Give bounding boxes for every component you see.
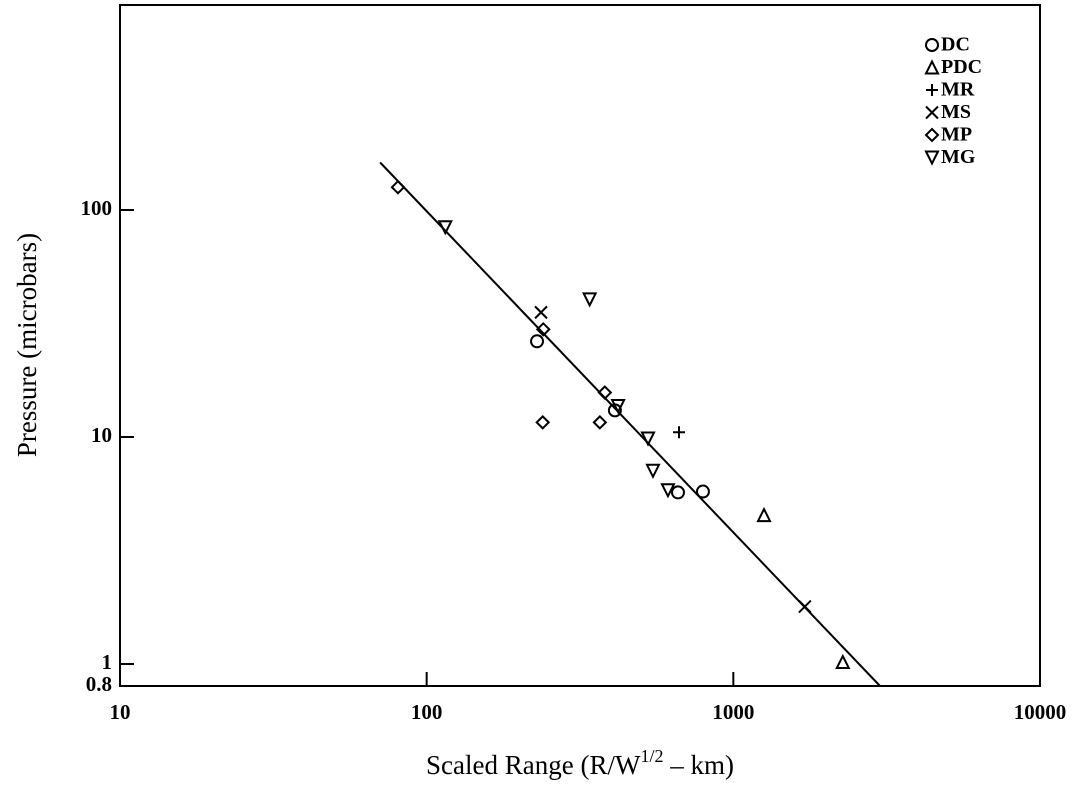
y-axis-label: Pressure (microbars) [12, 233, 42, 457]
x-tick-label: 1000 [712, 700, 754, 724]
legend-label: PDC [941, 56, 982, 78]
x-tick-label: 100 [411, 700, 443, 724]
legend-label: DC [941, 34, 970, 56]
data-point [798, 599, 812, 614]
data-point [582, 292, 598, 308]
y-tick-label: 10 [91, 423, 112, 447]
data-point [610, 398, 626, 415]
data-point [437, 220, 453, 236]
legend-marker [924, 150, 940, 166]
fit-line [379, 161, 881, 687]
x-axis-label-sup: 1/2 [640, 746, 663, 766]
x-tick-label: 10 [110, 700, 131, 724]
data-point [535, 414, 551, 430]
legend-marker [924, 127, 940, 143]
y-tick-label: 0.8 [86, 672, 112, 696]
legend-label: MS [941, 101, 971, 123]
data-point [756, 506, 772, 523]
data-point [597, 385, 613, 400]
data-point [592, 414, 608, 430]
data-point [534, 305, 548, 320]
x-axis-label: Scaled Range (R/W1/2 – km) [426, 746, 734, 780]
x-axis-label-text: Scaled Range (R/W [426, 750, 641, 780]
legend-label: MP [941, 124, 972, 146]
legend-label: MR [941, 79, 975, 101]
x-tick-label: 10000 [1014, 700, 1067, 724]
legend-marker [924, 59, 940, 75]
legend-marker [925, 105, 939, 120]
data-point [670, 485, 685, 500]
data-point [640, 431, 656, 447]
data-point [835, 653, 851, 670]
data-point [695, 484, 710, 499]
y-tick-label: 1 [102, 650, 113, 674]
data-point [535, 321, 551, 337]
legend-marker [925, 38, 939, 52]
y-tick-label: 100 [81, 196, 113, 220]
legend-label: MG [941, 146, 976, 168]
data-point [660, 483, 676, 499]
data-point [530, 334, 545, 349]
legend-marker [926, 84, 938, 96]
data-point [672, 426, 685, 439]
data-point [645, 463, 661, 480]
x-axis-label-tail: – km) [663, 750, 734, 780]
data-point [390, 179, 406, 195]
plot-frame [119, 4, 1041, 687]
